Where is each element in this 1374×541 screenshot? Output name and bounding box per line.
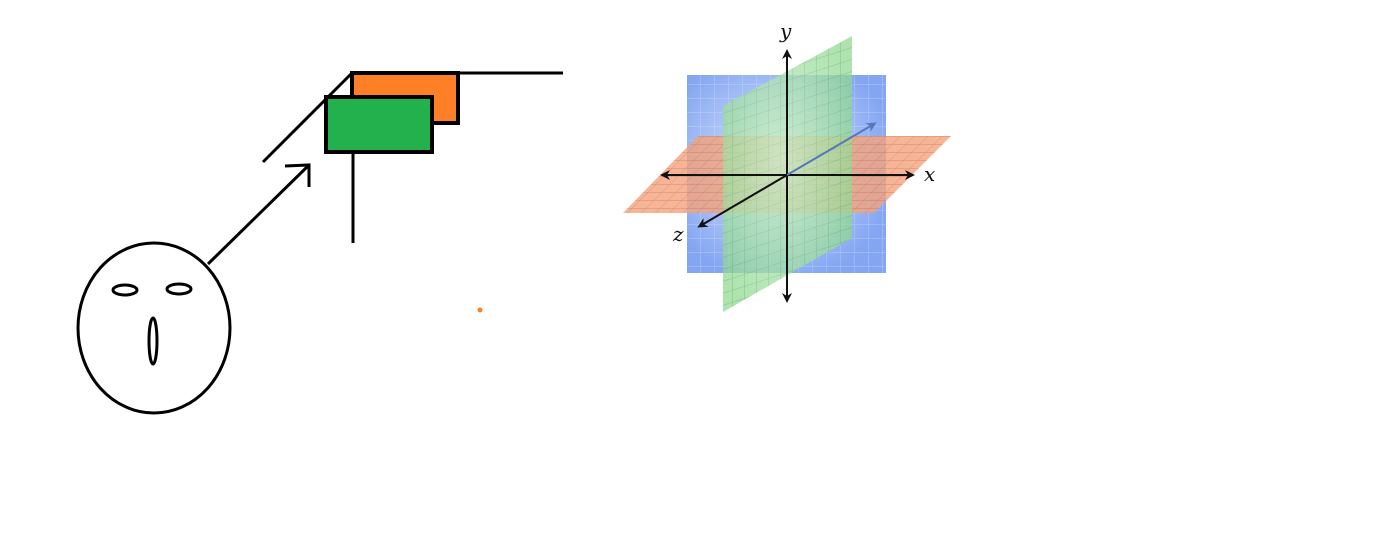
green-panel [324, 95, 434, 154]
panel-stack [261, 71, 563, 243]
coordinate-planes-diagram: y x z [623, 19, 951, 312]
right-eye [165, 282, 193, 296]
y-axis-label: y [779, 19, 792, 43]
z-axis-label: z [672, 222, 684, 246]
left-eye [111, 283, 139, 297]
gaze-arrow [206, 163, 311, 266]
mouth [147, 316, 159, 366]
face-drawing [76, 241, 232, 415]
x-axis-label: x [924, 162, 935, 186]
z-axis-neg [786, 122, 877, 176]
face-outline [76, 241, 232, 415]
diagonal-line [261, 71, 354, 164]
orange-dot [477, 307, 483, 313]
z-axis [697, 174, 788, 228]
